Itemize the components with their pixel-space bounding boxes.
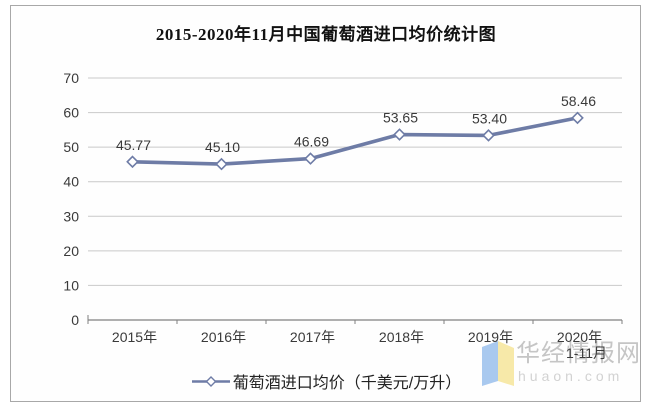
chart-title: 2015-2020年11月中国葡萄酒进口均价统计图 xyxy=(155,25,497,44)
y-axis-tick-label: 50 xyxy=(63,139,79,155)
watermark-logo-icon xyxy=(482,341,514,386)
data-point-marker xyxy=(393,128,406,141)
y-axis-tick-label: 40 xyxy=(63,174,79,190)
watermark-brand: 华经情报网 xyxy=(516,340,641,367)
data-label: 45.10 xyxy=(205,139,240,155)
y-axis-tick-label: 70 xyxy=(63,70,79,86)
y-axis-tick-label: 20 xyxy=(63,243,79,259)
legend: 葡萄酒进口均价（千美元/万升） xyxy=(10,369,642,393)
x-axis-tick-label: 2018年 xyxy=(379,329,424,345)
x-axis-tick-label: 2016年 xyxy=(201,329,246,345)
data-label: 45.77 xyxy=(116,137,151,153)
y-axis-tick-label: 60 xyxy=(63,105,79,121)
watermark: 华经情报网 huaon.com xyxy=(482,340,641,387)
legend-label: 葡萄酒进口均价（千美元/万升） xyxy=(232,375,462,392)
data-point-marker xyxy=(126,155,139,169)
x-axis-tick-label: 2020年 xyxy=(557,329,602,345)
watermark-text: 华经情报网 huaon.com xyxy=(516,340,641,386)
x-axis-tick-label: 1-11月 xyxy=(566,345,607,361)
data-label: 58.46 xyxy=(561,93,596,109)
x-axis-tick-label: 2017年 xyxy=(290,329,335,345)
x-axis-tick-label: 2019年 xyxy=(468,329,513,345)
data-label: 46.69 xyxy=(294,134,329,150)
watermark-domain: huaon.com xyxy=(518,368,624,384)
chart-frame xyxy=(10,5,641,402)
data-label: 53.40 xyxy=(472,110,507,126)
data-point-marker xyxy=(571,111,584,125)
x-axis-tick-label: 2015年 xyxy=(112,329,157,345)
y-axis-tick-label: 0 xyxy=(71,312,79,328)
y-axis-tick-label: 10 xyxy=(63,277,79,293)
data-point-marker xyxy=(215,157,228,171)
y-axis-tick-label: 30 xyxy=(63,208,79,224)
legend-marker-icon xyxy=(191,375,230,387)
data-label: 53.65 xyxy=(383,110,418,126)
series-line xyxy=(130,116,580,166)
data-point-marker xyxy=(304,152,317,165)
data-point-marker xyxy=(482,129,495,142)
